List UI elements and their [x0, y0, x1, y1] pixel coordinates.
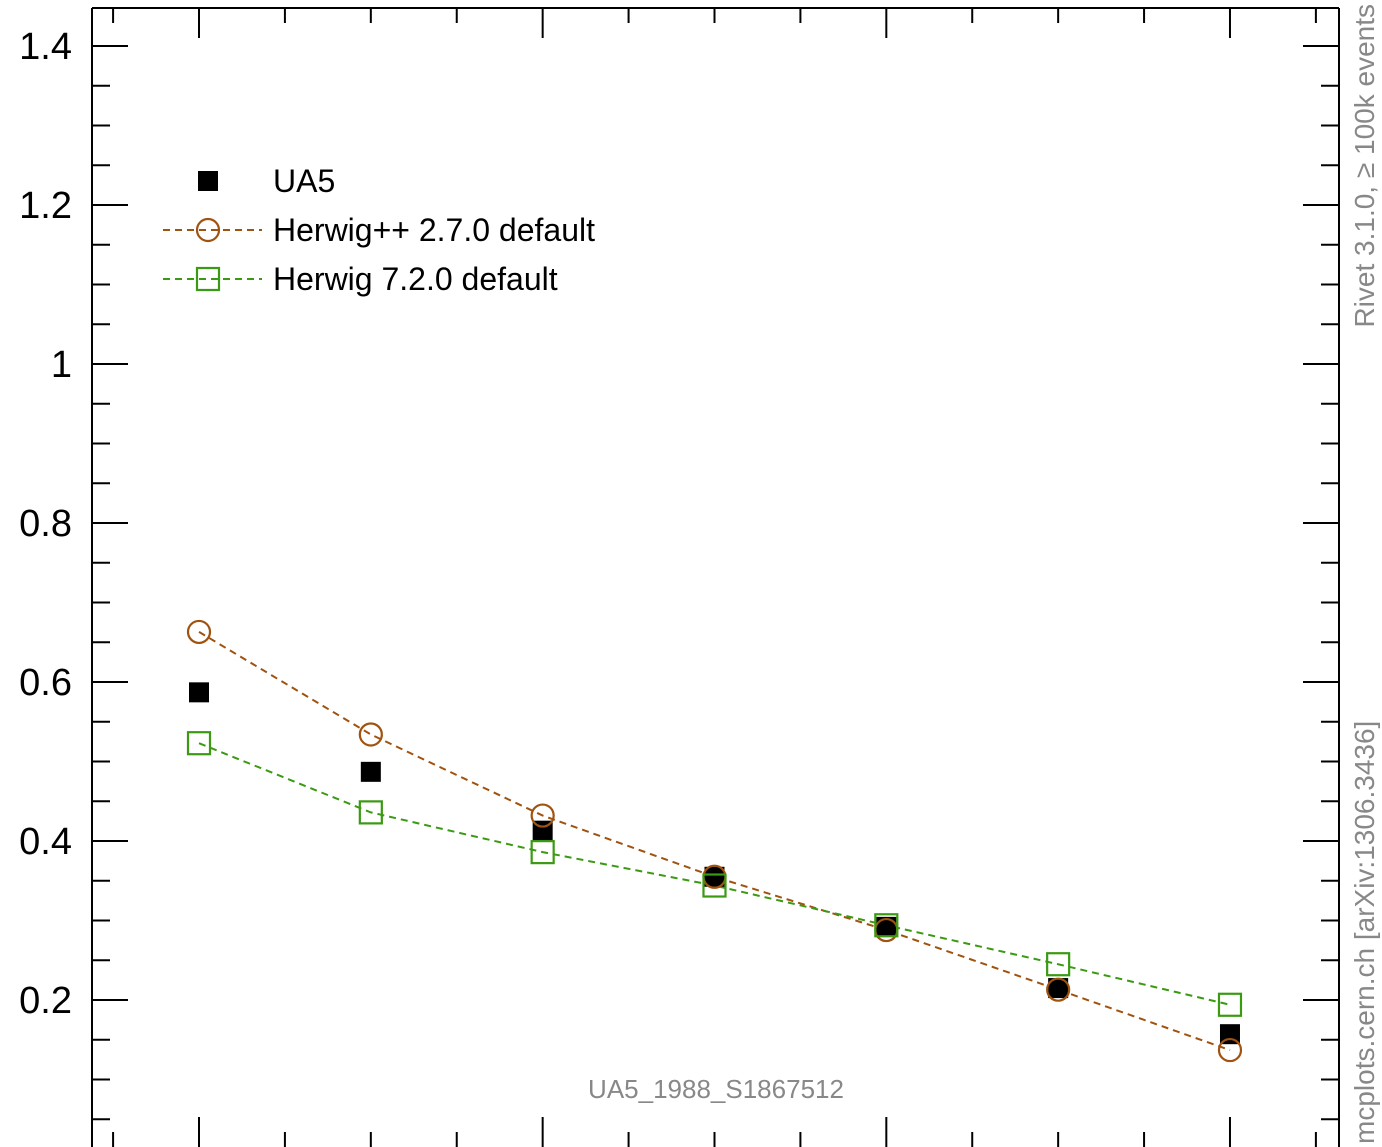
y-tick-label: 1 — [51, 344, 72, 386]
data-point — [186, 731, 212, 756]
legend-marker — [195, 217, 221, 243]
legend-marker — [198, 171, 218, 191]
legend-label: Herwig++ 2.7.0 default — [273, 212, 595, 248]
data-point — [1048, 978, 1069, 999]
data-point — [1046, 977, 1071, 1002]
data-point — [702, 873, 727, 898]
data-point — [704, 866, 725, 887]
series-line — [198, 742, 1231, 1006]
data-point — [186, 619, 212, 645]
data-point — [358, 800, 383, 825]
legend-label: Herwig 7.2.0 default — [273, 261, 558, 297]
y-tick-label: 0.6 — [19, 662, 72, 704]
axes — [91, 7, 1340, 1147]
data-point — [876, 916, 897, 937]
data-point — [874, 913, 899, 938]
legend: UA5 Herwig++ 2.7.0 default Herwig 7.2.0 de… — [163, 163, 595, 297]
data-point — [360, 761, 381, 782]
data-point — [1217, 992, 1243, 1017]
side-label-bottom: mcplots.cern.ch [arXiv:1306.3436] — [1349, 721, 1380, 1144]
data-point — [358, 722, 383, 747]
y-tick-label: 0.4 — [19, 821, 72, 863]
series-line — [198, 631, 1231, 1052]
data-point — [1217, 1037, 1243, 1063]
ticks — [92, 8, 1339, 1147]
y-tick-label: 0.8 — [19, 503, 72, 545]
side-label-top: Rivet 3.1.0, ≥ 100k events — [1349, 4, 1380, 328]
y-tick-label: 0.2 — [19, 980, 72, 1022]
y-tick-label: 1.4 — [19, 26, 72, 68]
data-point — [530, 840, 555, 865]
series-layer — [186, 619, 1243, 1063]
legend-marker — [195, 266, 221, 292]
data-point — [189, 682, 209, 703]
legend-label: UA5 — [273, 163, 335, 199]
data-point — [530, 803, 555, 828]
analysis-id-label: UA5_1988_S1867512 — [588, 1074, 844, 1104]
y-tick-label: 1.2 — [19, 185, 72, 227]
tick-labels: 0.2 0.4 0.6 0.8 1 1.2 1.4 — [19, 26, 72, 1022]
data-point — [1046, 952, 1071, 977]
